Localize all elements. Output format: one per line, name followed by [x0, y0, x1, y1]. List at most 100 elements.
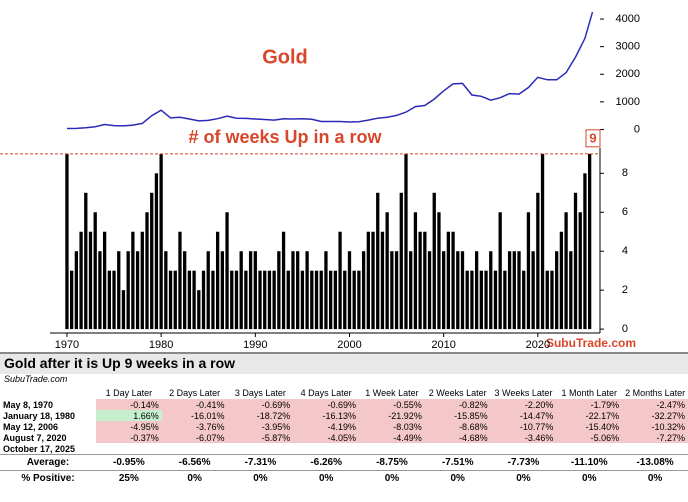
bar: [187, 270, 192, 330]
bar: [296, 251, 300, 330]
bar: [409, 251, 413, 330]
bar: [286, 270, 290, 330]
bar: [465, 270, 469, 330]
cell: -22.17%: [556, 410, 623, 421]
y-tick-label: 0: [634, 123, 640, 135]
cell: -4.95%: [96, 421, 162, 432]
summary-cell: -6.56%: [161, 454, 228, 471]
y-tick-label: 4000: [616, 13, 640, 25]
bar: [371, 231, 375, 330]
bar: [215, 231, 220, 330]
bar: [583, 173, 587, 330]
bar: [545, 270, 549, 330]
bar: [277, 251, 281, 330]
bar: [564, 212, 568, 330]
bar: [484, 270, 488, 330]
bar: [460, 251, 465, 330]
bar: [93, 212, 97, 330]
summary-cell: 0%: [293, 470, 360, 486]
y-tick-label: 3000: [616, 41, 640, 53]
bar: [507, 251, 512, 330]
summary-cell: -8.75%: [359, 454, 425, 471]
bar: [347, 251, 352, 330]
summary-cell: -7.73%: [490, 454, 557, 471]
bar: [503, 270, 507, 330]
summary-cell: -7.31%: [227, 454, 294, 471]
cell: [96, 443, 162, 455]
bar: [587, 153, 592, 330]
cell: -0.55%: [359, 399, 425, 410]
bar: [456, 251, 460, 330]
bar: [65, 153, 69, 330]
x-tick-label: 1970: [55, 339, 79, 351]
table-row: October 17, 2025: [0, 443, 688, 455]
summary-cell: -11.10%: [556, 454, 623, 471]
bar: [559, 231, 564, 330]
bar: [107, 270, 111, 330]
cell: -0.41%: [161, 399, 228, 410]
cell: -2.20%: [490, 399, 557, 410]
cell: [162, 443, 228, 455]
bar: [131, 231, 135, 330]
cell: -8.03%: [359, 421, 425, 432]
bar: [366, 231, 370, 330]
bar: [197, 290, 201, 330]
bar: [178, 231, 182, 330]
bar: [385, 212, 389, 330]
cell: [359, 443, 425, 455]
bar: [183, 251, 187, 330]
table-row: January 18, 1980 1.66% -16.01% -18.72% -16.1…: [0, 410, 688, 421]
cell: [293, 443, 359, 455]
bar: [498, 212, 502, 330]
x-tick-label: 1990: [243, 339, 267, 351]
bar: [258, 270, 262, 330]
summary-cell: 0%: [490, 470, 557, 486]
cell: [228, 443, 294, 455]
bar: [399, 192, 403, 330]
bar: [479, 270, 483, 330]
bar: [427, 251, 432, 330]
bar: [404, 153, 408, 330]
gold-title: Gold: [262, 46, 308, 68]
bar: [329, 270, 333, 330]
bar: [517, 251, 521, 330]
bar: [248, 251, 253, 330]
table-row: 1 Day Later 2 Days Later 3 Days Later 4 Day…: [0, 386, 688, 399]
bar: [324, 251, 328, 330]
bar: [526, 212, 531, 330]
bar: [451, 231, 455, 330]
table-row: May 12, 2006 -4.95% -3.76% -3.95% -4.19% -8.0…: [0, 421, 688, 432]
bar: [201, 270, 206, 330]
bar: [79, 231, 83, 330]
header-cell: 2 Days Later: [169, 387, 221, 398]
y-tick-label: 0: [622, 323, 628, 335]
summary-cell: 0%: [161, 470, 228, 486]
bar: [74, 251, 79, 330]
table-row: August 7, 2020 -0.37% -6.07% -5.87% -4.05% -4…: [0, 432, 688, 443]
header-cell: 2 Months Later: [625, 387, 686, 398]
bar: [338, 231, 342, 330]
bar: [437, 212, 441, 330]
bar: [413, 212, 418, 330]
header-cell: 3 Days Later: [234, 387, 286, 398]
cell: -21.92%: [359, 410, 425, 421]
bar: [540, 153, 545, 330]
cell: [425, 443, 491, 455]
bar: [234, 270, 239, 330]
bar: [272, 270, 276, 330]
bar: [310, 270, 314, 330]
bar: [361, 251, 366, 330]
cell: -4.68%: [424, 432, 491, 443]
bar: [140, 231, 144, 330]
summary-cell: 0%: [227, 470, 294, 486]
bar: [380, 231, 385, 330]
bar: [159, 153, 163, 330]
bar: [314, 270, 319, 330]
bar: [135, 251, 140, 330]
bar: [432, 192, 436, 330]
cell: -15.85%: [424, 410, 491, 421]
price-line: [66, 11, 594, 130]
row-label: October 17, 2025: [3, 443, 76, 454]
header-cell: 1 Month Later: [561, 387, 618, 398]
cell: -16.01%: [161, 410, 228, 421]
